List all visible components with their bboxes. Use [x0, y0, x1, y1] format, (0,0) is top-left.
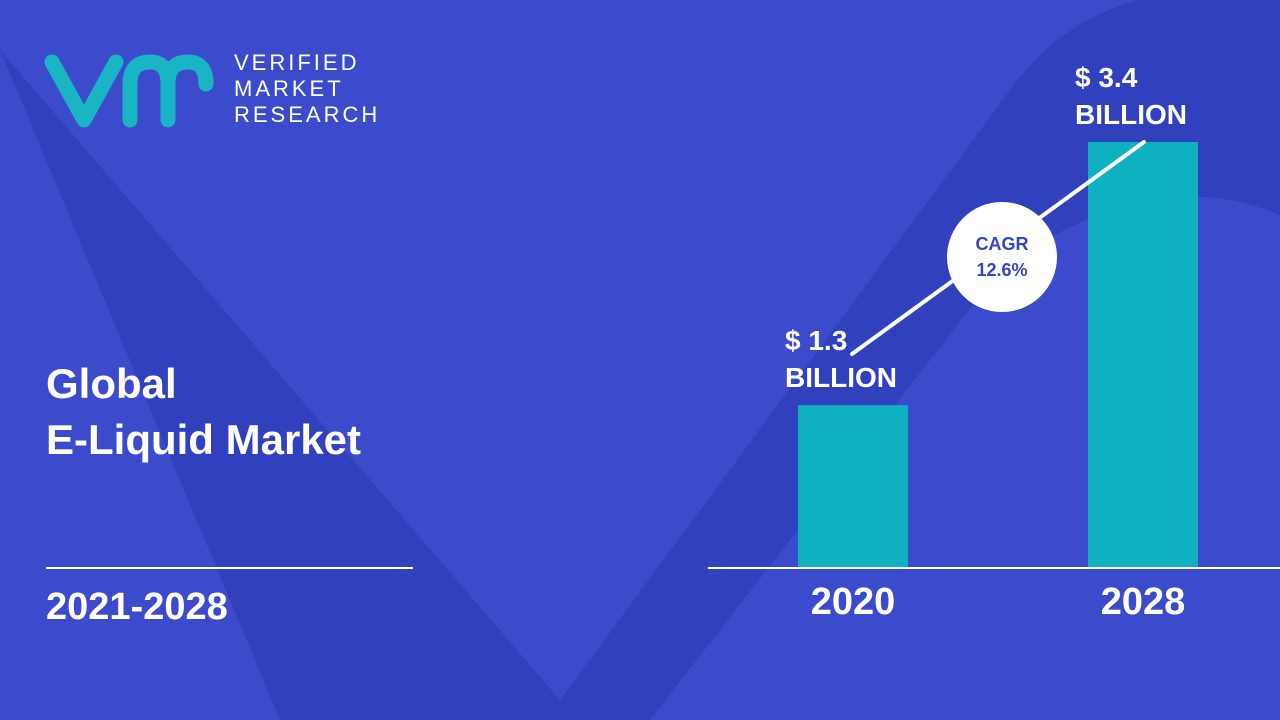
- value-label-2020-line-1: $ 1.3: [785, 325, 847, 356]
- bar-2020: [798, 405, 908, 568]
- cagr-badge: CAGR 12.6%: [947, 202, 1057, 312]
- page-title: Global E-Liquid Market: [46, 356, 361, 468]
- title-line-2: E-Liquid Market: [46, 416, 362, 463]
- brand-line-market: MARKET: [234, 76, 344, 101]
- value-label-2020-line-2: BILLION: [785, 362, 897, 393]
- forecast-period: 2021-2028: [46, 586, 228, 628]
- cagr-label: CAGR: [975, 234, 1029, 254]
- title-line-1: Global: [46, 360, 177, 407]
- value-label-2028-line-1: $ 3.4: [1075, 62, 1138, 93]
- brand-line-verified: VERIFIED: [234, 50, 360, 75]
- value-label-2028-line-2: BILLION: [1075, 99, 1187, 130]
- brand-logo: [44, 54, 214, 128]
- tick-label-2028: 2028: [1101, 581, 1186, 623]
- cagr-value: 12.6%: [976, 260, 1028, 280]
- vmr-logo-mark-icon: [44, 54, 214, 128]
- bar-2028: [1088, 142, 1198, 568]
- tick-label-2020: 2020: [811, 581, 896, 623]
- title-divider: [46, 567, 413, 569]
- brand-line-research: RESEARCH: [234, 102, 381, 127]
